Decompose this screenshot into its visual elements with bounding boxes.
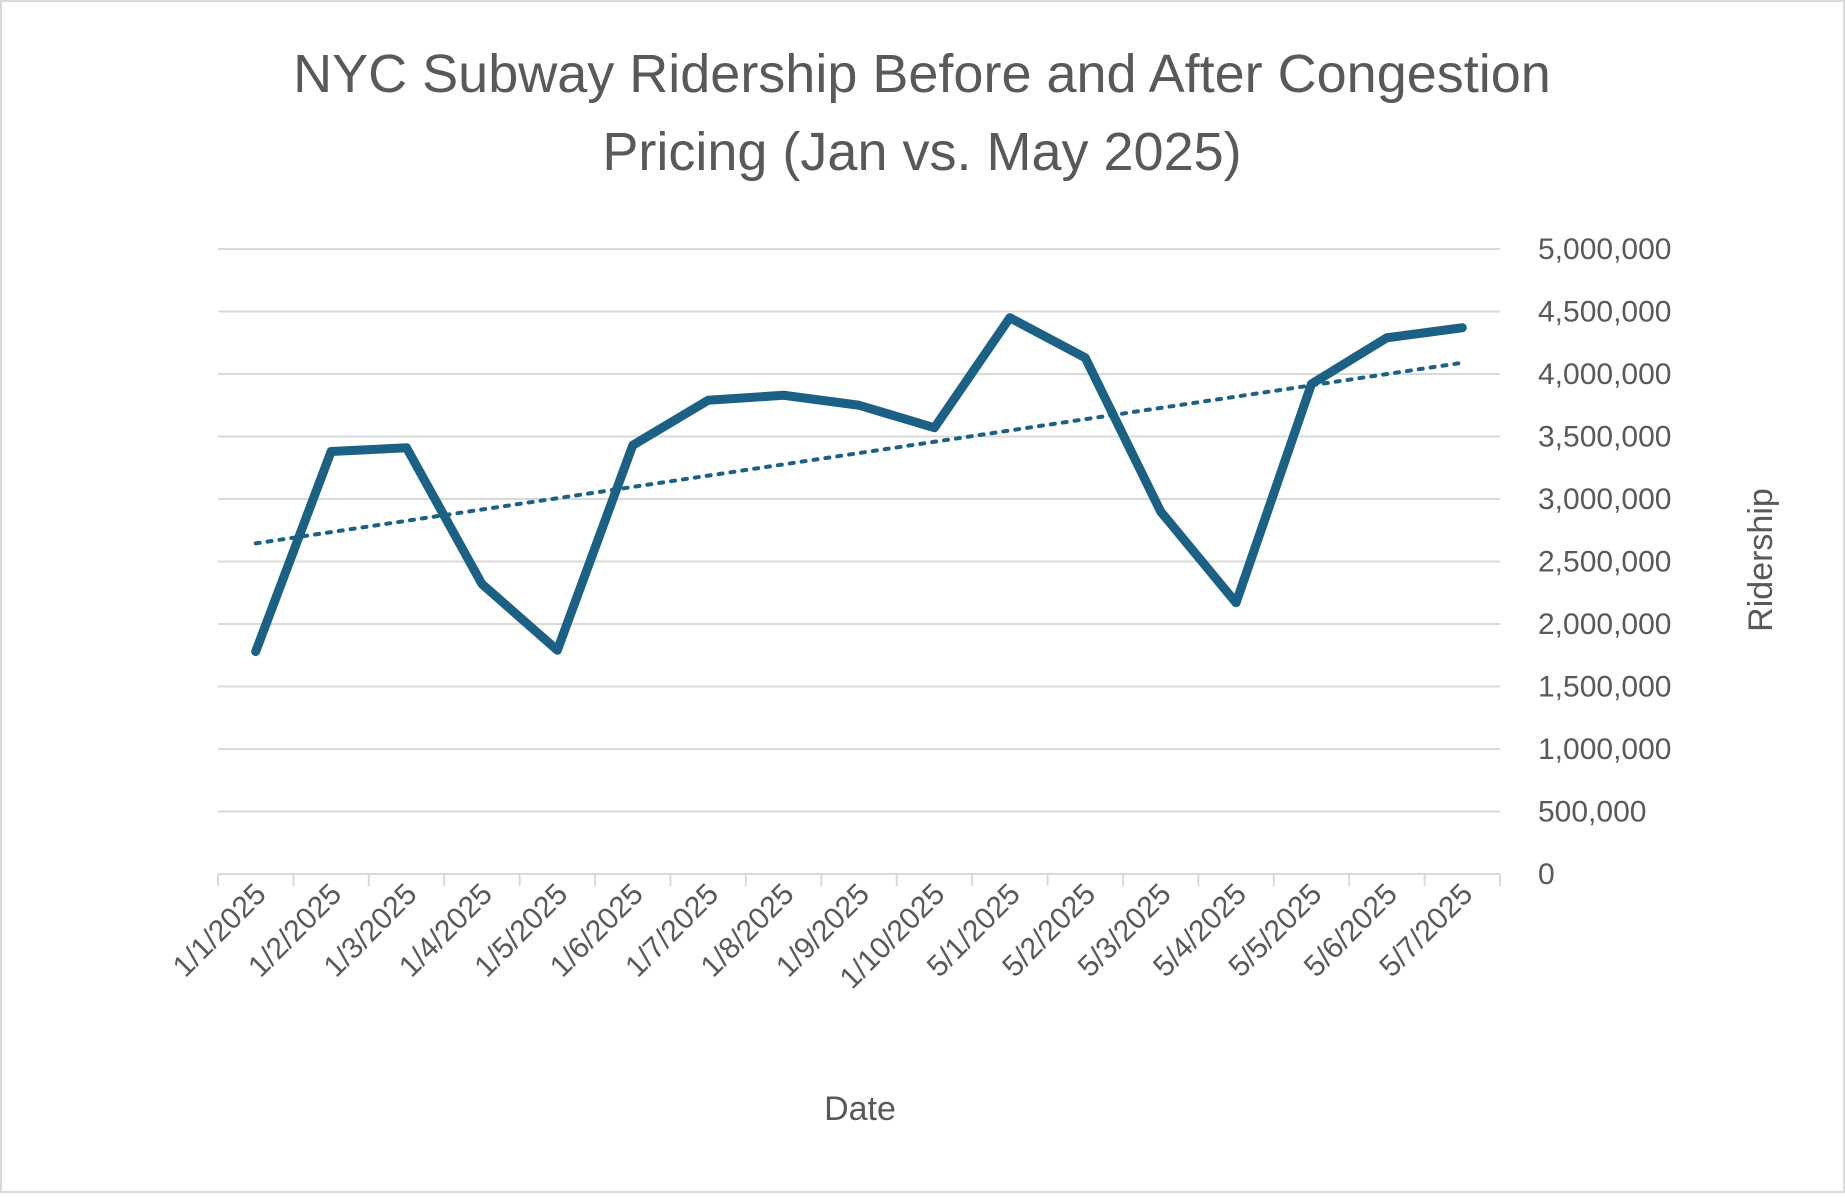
y-tick-label: 1,500,000 [1538,671,1671,704]
trendline-layer [253,360,1465,546]
y-tick-label: 1,000,000 [1538,733,1671,766]
data-point [1235,602,1237,604]
y-tick-label: 2,500,000 [1538,546,1671,579]
data-point [632,444,634,446]
series-layer [251,313,1467,656]
y-tick-label: 2,000,000 [1538,608,1671,641]
chart-title-line-2: Pricing (Jan vs. May 2025) [602,122,1241,182]
x-axis-title: Date [824,1090,896,1128]
y-axis-tick-labels: 0 500,000 1,000,000 1,500,000 2,000,000 2,500… [1538,233,1671,891]
data-point [933,427,935,429]
y-tick-label: 4,000,000 [1538,358,1671,391]
y-tick-label: 500,000 [1538,796,1646,829]
data-point [783,394,785,396]
data-point [858,404,860,406]
data-point [1084,357,1086,359]
data-point [1386,337,1388,339]
data-point [330,451,332,453]
data-point [707,399,709,401]
y-tick-label: 3,500,000 [1538,421,1671,454]
data-point [556,649,558,651]
y-tick-label: 5,000,000 [1538,233,1671,266]
series-line [251,313,1467,656]
y-axis-title: Ridership [1742,488,1780,632]
data-point [1461,327,1463,329]
y-tick-label: 0 [1538,858,1555,891]
data-point [1160,511,1162,513]
data-point [255,651,257,653]
data-point [1009,317,1011,319]
trendline [253,360,1465,546]
y-tick-label: 3,000,000 [1538,483,1671,516]
data-point [1310,383,1312,385]
data-point [406,447,408,449]
chart-title-line-1: NYC Subway Ridership Before and After Co… [293,44,1551,104]
y-tick-label: 4,500,000 [1538,296,1671,329]
gridlines [218,248,1500,813]
data-point [481,583,483,585]
